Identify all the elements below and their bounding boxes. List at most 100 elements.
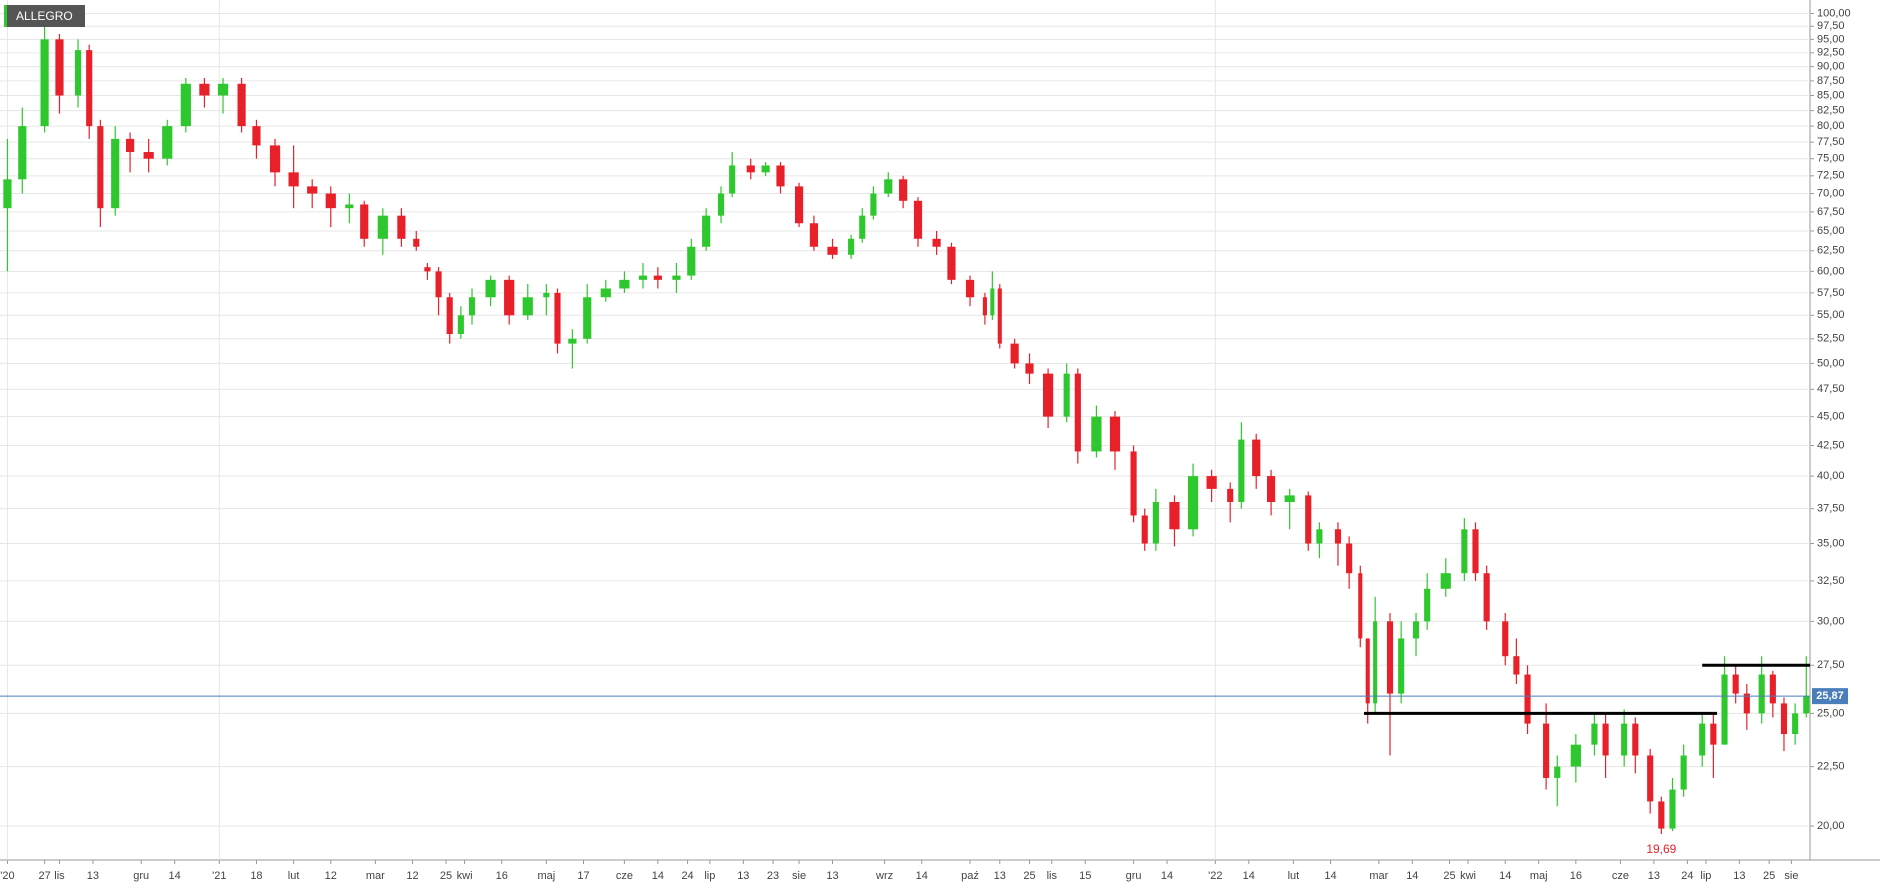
y-tick-label: 30,00 [1817,615,1845,627]
y-tick-label: 55,00 [1817,309,1845,321]
candle-body [1398,638,1405,694]
candle-body [1346,543,1353,574]
candle-body [377,215,388,239]
x-tick-label: 12 [406,870,418,882]
y-tick-label: 50,00 [1817,357,1845,369]
candle-body [1267,476,1276,502]
candle-body [568,338,577,344]
candle-body [217,83,229,96]
candle-body [1373,621,1378,704]
candle-body [1252,439,1261,477]
x-tick-label: 14 [1243,870,1255,882]
x-tick-label: gru [133,870,149,882]
y-tick-label: 47,50 [1817,383,1845,395]
y-tick-label: 90,00 [1817,61,1845,73]
x-tick-label: 23 [767,870,779,882]
candle-body [1063,373,1070,417]
candle-body [717,193,725,216]
candle-body [884,179,893,194]
candle-body [729,165,736,194]
x-tick-label: 14 [1161,870,1173,882]
x-tick-label: cze [1612,870,1629,882]
title-accent [4,5,7,27]
x-tick-label: lut [1288,870,1300,882]
candle-body [1758,674,1765,714]
candle-body [990,288,995,316]
y-tick-label: 77,50 [1817,136,1845,148]
candle-body [252,126,261,146]
candle-body [1554,766,1561,778]
candle-body [1732,674,1739,694]
candle-body [3,179,12,209]
y-tick-label: 37,50 [1817,503,1845,515]
x-tick-label: 25 [1443,870,1455,882]
candle-body [1091,416,1102,452]
candle-body [468,297,476,316]
candle-body [345,204,354,209]
candle-body [1141,515,1148,544]
x-tick-label: 17 [577,870,589,882]
candle-body [554,292,561,344]
candle-body [638,275,648,280]
y-tick-label: 52,50 [1817,333,1845,345]
marks [3,13,1810,834]
low-label: 19,69 [1646,842,1676,856]
candle-body [1424,588,1431,622]
y-tick-label: 60,00 [1817,265,1845,277]
candle-body [125,138,135,153]
candle-body [1743,693,1750,714]
candle-body [397,215,406,239]
y-tick-label: 95,00 [1817,33,1845,45]
candle-body [1502,621,1509,657]
candle-body [1769,674,1776,704]
candle-body [1109,416,1121,452]
y-tick-label: 40,00 [1817,470,1845,482]
candle-body [746,165,755,173]
x-tick-label: '21 [212,870,226,882]
candle-body [485,279,496,298]
candle-body [653,275,662,280]
x-tick-label: 14 [916,870,928,882]
candle-body [982,297,987,316]
candle-body [1461,529,1468,574]
candle-body [761,165,770,173]
x-tick-label: 14 [652,870,664,882]
candle-body [848,238,855,255]
x-tick-label: sie [1784,870,1798,882]
x-tick-label: 25 [1023,870,1035,882]
candle-body [870,193,877,216]
candle-body [1316,529,1323,544]
candle-body [1710,723,1717,745]
candle-body [600,288,611,298]
candle-body [776,165,785,187]
candle-body [1227,488,1234,502]
x-tick-label: 16 [1570,870,1582,882]
candle-body [913,200,923,239]
candle-body [446,297,453,335]
y-tick-label: 70,00 [1817,187,1845,199]
candle-body [1042,373,1054,417]
x-tick-label: 13 [994,870,1006,882]
candle-body [1621,723,1628,756]
x-tick-label: mar [1369,870,1388,882]
y-tick-label: 97,50 [1817,20,1845,32]
candle-body [965,279,975,298]
x-tick-label: 25 [440,870,452,882]
x-tick-label: 13 [826,870,838,882]
y-tick-label: 67,50 [1817,206,1845,218]
candle-body [1074,373,1081,452]
candle-body [1305,495,1312,544]
x-tick-label: mar [366,870,385,882]
candle-body [687,246,696,276]
candle-body [1334,529,1342,544]
x-tick-label: kwi [457,870,473,882]
x-tick-label: 14 [1499,870,1511,882]
last-price-label: 25,87 [1816,690,1844,702]
x-tick-label: '20 [0,870,14,882]
y-tick-label: 92,50 [1817,47,1845,59]
candle-body [86,50,93,127]
candle-body [111,138,120,209]
candle-body [932,238,941,247]
